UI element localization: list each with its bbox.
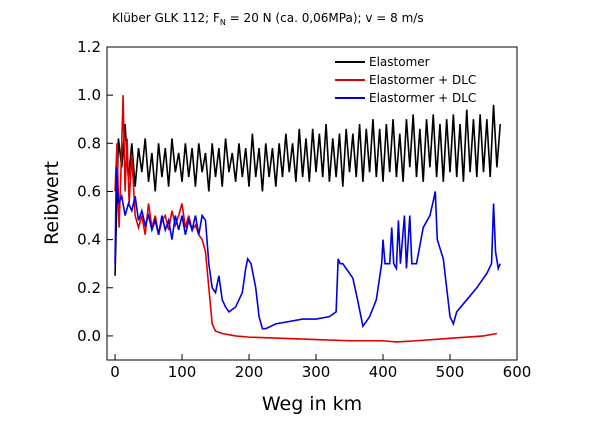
x-tick-label: 500 [436, 363, 465, 381]
x-axis-label: Weg in km [262, 393, 362, 415]
title-rest: = 20 N (ca. 0,06MPa); v = 8 m/s [226, 11, 424, 25]
y-tick-label: 0.4 [77, 231, 101, 249]
y-axis-label: Reibwert [41, 161, 63, 245]
y-tick-label: 0.2 [77, 279, 101, 297]
title-main: Klüber GLK 112; F [112, 11, 220, 25]
x-tick-label: 300 [302, 363, 331, 381]
x-tick-label: 600 [503, 363, 532, 381]
y-tick-label: 0.0 [77, 327, 101, 345]
legend-label: Elastomer [369, 55, 430, 69]
x-tick-label: 0 [110, 363, 120, 381]
title-subscript: N [220, 18, 226, 27]
x-tick-label: 200 [235, 363, 264, 381]
series-line [114, 167, 501, 330]
x-tick-label: 100 [168, 363, 197, 381]
legend-label: Elastormer + DLC [369, 91, 476, 105]
legend-label: Elastormer + DLC [369, 73, 476, 87]
series-line [114, 104, 502, 276]
series-line [114, 95, 498, 343]
y-tick-label: 0.6 [77, 182, 101, 200]
chart-title: Klüber GLK 112; FN = 20 N (ca. 0,06MPa);… [112, 11, 424, 27]
x-tick-label: 400 [369, 363, 398, 381]
plot-frame [106, 46, 518, 361]
y-tick-label: 1.2 [77, 38, 101, 56]
y-tick-label: 1.0 [77, 86, 101, 104]
y-tick-label: 0.8 [77, 134, 101, 152]
